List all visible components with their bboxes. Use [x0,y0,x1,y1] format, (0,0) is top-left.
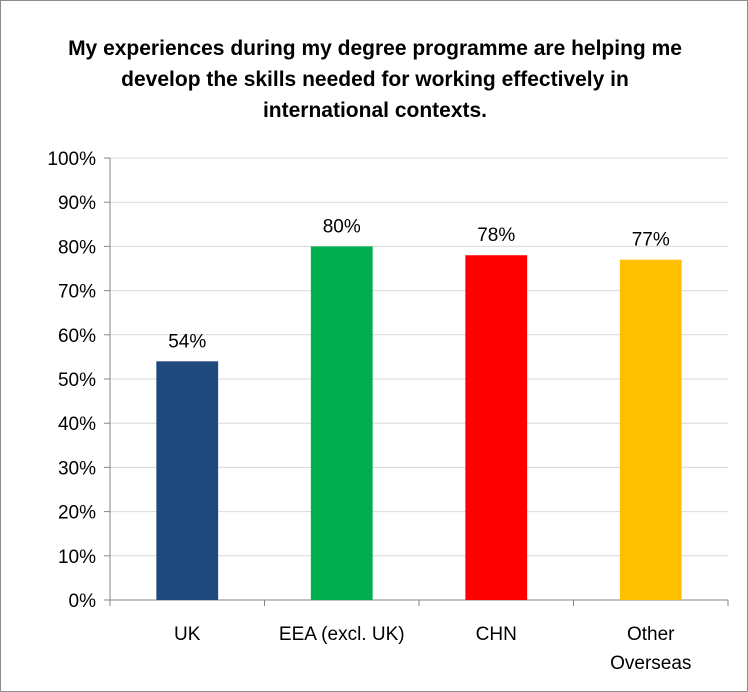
data-label: 78% [477,225,515,246]
y-tick-label: 10% [58,547,96,568]
data-label: 80% [323,216,361,237]
bar [465,255,528,601]
category-labels: UK EEA (excl. UK) CHN Other Overseas [174,624,691,674]
y-tick-label: 40% [58,414,96,435]
category-label: CHN [476,624,517,645]
category-label: EEA (excl. UK) [279,624,405,645]
bar [619,259,682,600]
y-tick-label: 70% [58,282,96,303]
y-tick-label: 30% [58,458,96,479]
bar [310,246,373,600]
data-label: 54% [168,331,206,352]
y-tick-label: 60% [58,326,96,347]
y-tick-label: 0% [69,591,97,612]
category-label: UK [174,624,201,645]
y-tick-label: 20% [58,503,96,524]
category-label: Other [627,624,675,645]
y-tick-label: 50% [58,370,96,391]
y-tick-label: 90% [58,193,96,214]
bars [156,246,682,601]
y-tick-labels: 0% 10% 20% 30% 40% 50% 60% 70% 80% 90% 100% [47,149,96,612]
chart-title: My experiences during my degree programm… [68,37,682,122]
data-label: 77% [632,230,670,251]
bar [156,361,219,600]
y-tick-label: 80% [58,237,96,258]
y-tick-label: 100% [47,149,96,170]
category-label: Overseas [610,653,691,674]
data-labels: 54% 80% 78% 77% [168,216,670,352]
